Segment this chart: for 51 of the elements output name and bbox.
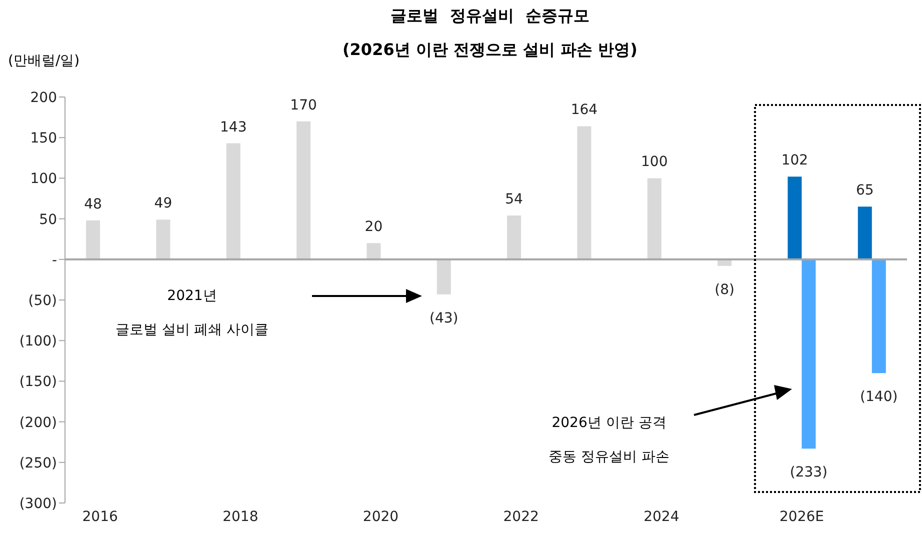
bar (872, 259, 886, 374)
bar (226, 143, 240, 260)
y-axis-title: (만배럴/일) (8, 52, 80, 70)
x-tick-label: 2016 (82, 508, 118, 525)
chart-title: 글로벌 정유설비 순증규모 (389, 6, 591, 27)
data-label: 54 (505, 192, 524, 208)
data-label: 65 (856, 182, 874, 199)
bar (577, 126, 592, 260)
data-label: (43) (430, 310, 458, 326)
annotation: 2021년 (167, 288, 217, 304)
data-label: 170 (290, 97, 317, 114)
annotation: 중동 정유설비 파손 (548, 449, 670, 465)
y-tick-label: (150) (19, 374, 57, 390)
y-tick-label: 150 (30, 130, 57, 147)
bar (436, 259, 451, 294)
x-tick-label: 2020 (362, 508, 399, 525)
chart-subtitle: (2026년 이란 전쟁으로 설비 파손 반영) (342, 40, 638, 59)
bar (156, 220, 170, 260)
x-tick-label: 2018 (222, 508, 258, 525)
data-label: 20 (364, 219, 383, 236)
bar (366, 243, 381, 260)
x-tick-label: 2026E (780, 508, 824, 525)
annotation: 2026년 이란 공격 (552, 415, 666, 431)
y-tick-label: - (52, 252, 57, 268)
data-label: (233) (790, 464, 828, 481)
y-tick-label: (100) (19, 334, 57, 350)
y-tick-label: (300) (19, 496, 57, 512)
y-tick-label: (50) (28, 292, 57, 309)
data-label: 48 (84, 196, 102, 212)
y-tick-label: 100 (30, 171, 57, 188)
annotation: 글로벌 설비 폐쇄 사이클 (115, 322, 269, 338)
data-label: 164 (570, 102, 598, 118)
y-tick-label: (250) (19, 455, 57, 472)
data-label: 102 (781, 152, 808, 169)
data-label: 143 (220, 119, 247, 136)
data-label: (140) (860, 389, 898, 406)
bar (86, 220, 100, 260)
bar (647, 178, 662, 260)
data-label: 49 (154, 196, 172, 212)
bar (296, 121, 311, 260)
bar (507, 216, 522, 260)
x-tick-label: 2024 (644, 508, 680, 525)
bar (858, 206, 872, 260)
x-tick-label: 2022 (503, 508, 539, 525)
y-tick-label: 50 (39, 212, 57, 228)
data-label: 100 (641, 154, 668, 170)
data-label: (8) (714, 282, 734, 298)
y-tick-label: 200 (30, 90, 57, 106)
y-tick-label: (200) (19, 414, 57, 431)
bar (788, 176, 802, 260)
bar (802, 259, 816, 449)
